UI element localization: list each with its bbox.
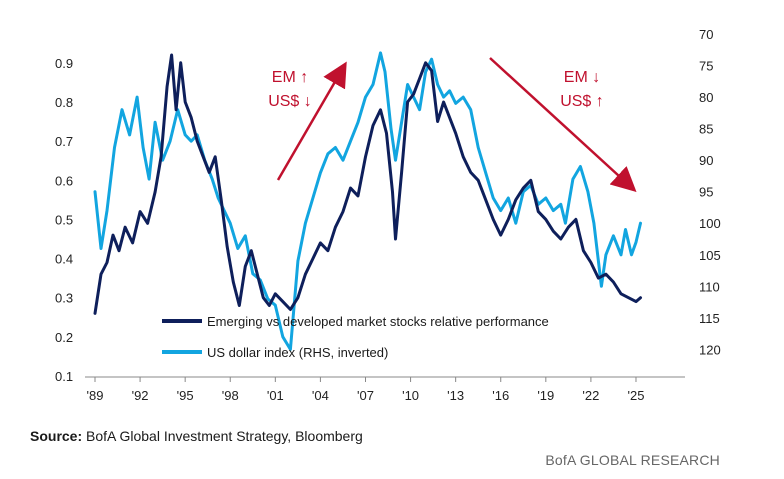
chart: 0.9 0.8 0.7 0.6 0.5 0.4 0.3 0.2 0.1 70 75 80 85 90 95… [55,27,721,403]
x-tick-label: '98 [222,388,239,403]
right-tick-label: 95 [699,185,713,200]
series-layer [93,51,642,351]
right-tick-label: 80 [699,90,713,105]
legend: Emerging vs developed market stocks rela… [162,314,549,360]
left-tick-label: 0.5 [55,212,73,227]
x-tick-label: '16 [492,388,509,403]
legend-label-em: Emerging vs developed market stocks rela… [207,314,549,329]
annotation-down-line2: US$ ↑ [560,93,604,110]
right-tick-label: 110 [699,279,720,294]
annotation-down-arrow [489,57,637,193]
left-tick-label: 0.9 [55,56,73,71]
source-label: Source: [30,428,83,444]
right-tick-label: 115 [699,311,720,326]
x-tick-label: '95 [177,388,194,403]
x-tick-label: '25 [628,388,645,403]
left-tick-label: 0.4 [55,252,73,267]
left-tick-label: 0.7 [55,134,73,149]
x-tick-label: '01 [267,388,284,403]
right-tick-label: 75 [699,59,713,74]
source-note: Source: BofA Global Investment Strategy,… [30,428,363,444]
left-tick-label: 0.3 [55,291,73,306]
x-tick-label: '19 [537,388,554,403]
x-tick-label: '92 [132,388,149,403]
x-tick-label: '07 [357,388,374,403]
right-tick-label: 70 [699,27,713,42]
series-line-usd-index [93,51,642,351]
annotations: EM ↑ US$ ↓ EM ↓ US$ ↑ [268,57,637,193]
right-tick-label: 120 [699,342,721,357]
annotation-up-line1: EM ↑ [272,69,308,86]
annotation-down-line1: EM ↓ [564,69,600,86]
right-tick-label: 100 [699,216,721,231]
right-axis-ticks: 70 75 80 85 90 95 100 105 110 115 120 [699,27,721,357]
x-tick-label: '04 [312,388,329,403]
left-tick-label: 0.2 [55,330,73,345]
x-tick-label: '89 [87,388,104,403]
x-tick-label: '13 [447,388,464,403]
left-tick-label: 0.8 [55,95,73,110]
brand-mark: BofA GLOBAL RESEARCH [545,452,720,468]
x-axis-ticks: '89 '92 '95 '98 '01 '04 '07 '10 '13 '16 '19 '22 '25 [87,377,645,403]
right-tick-label: 90 [699,153,713,168]
x-tick-label: '22 [582,388,599,403]
right-tick-label: 85 [699,122,713,137]
legend-label-usd: US dollar index (RHS, inverted) [207,345,388,360]
source-text: BofA Global Investment Strategy, Bloombe… [82,428,363,444]
left-axis-ticks: 0.9 0.8 0.7 0.6 0.5 0.4 0.3 0.2 0.1 [55,56,73,384]
left-tick-label: 0.6 [55,173,73,188]
x-tick-label: '10 [402,388,419,403]
series-line-em-relative [93,53,642,315]
annotation-up-line2: US$ ↓ [268,93,312,110]
annotation-up-arrow [276,61,347,181]
left-tick-label: 0.1 [55,369,73,384]
right-tick-label: 105 [699,248,721,263]
